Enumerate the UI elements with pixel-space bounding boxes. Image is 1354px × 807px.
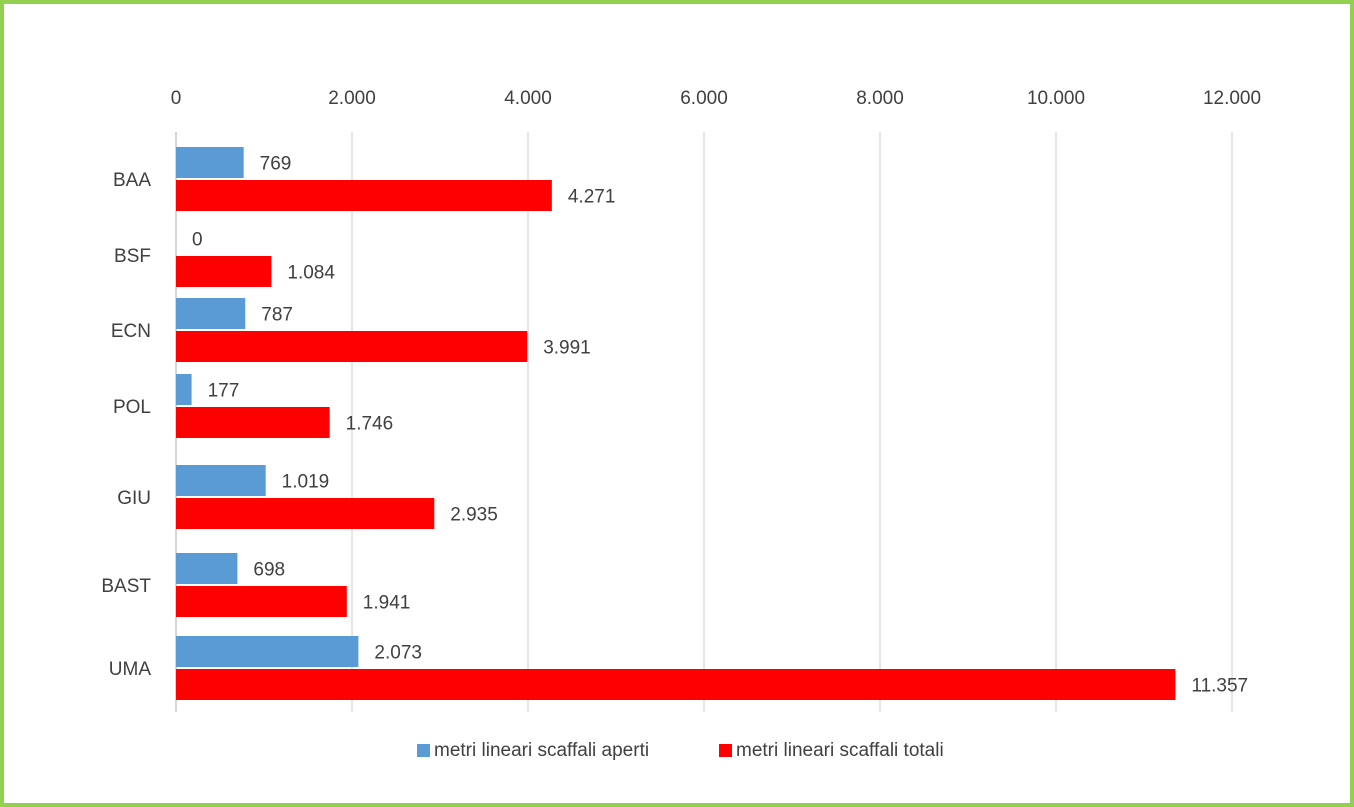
x-axis-ticks: 0 2.000 4.000 6.000 8.000 10.000 12.000 xyxy=(171,88,1261,109)
bar-aperti-baa xyxy=(176,147,244,178)
gridlines xyxy=(175,132,1233,712)
x-tick-label-6: 12.000 xyxy=(1203,88,1261,109)
data-label-aperti-pol: 177 xyxy=(208,381,240,402)
data-label-aperti-baa: 769 xyxy=(260,154,292,175)
bar-totali-bsf xyxy=(176,256,272,287)
legend-swatch-totali xyxy=(719,744,732,757)
data-label-aperti-uma: 2.073 xyxy=(374,643,422,664)
bar-totali-bast xyxy=(176,586,347,617)
bar-aperti-bast xyxy=(176,553,238,584)
bar-aperti-uma xyxy=(176,636,359,667)
x-tick-label-3: 6.000 xyxy=(680,88,728,109)
data-label-totali-bsf: 1.084 xyxy=(287,263,335,284)
bar-aperti-giu xyxy=(176,465,266,496)
category-label-bsf: BSF xyxy=(114,246,151,267)
data-label-totali-baa: 4.271 xyxy=(568,187,616,208)
category-label-giu: GIU xyxy=(117,488,151,509)
data-label-aperti-ecn: 787 xyxy=(261,305,293,326)
bar-aperti-ecn xyxy=(176,298,246,329)
bar-totali-pol xyxy=(176,407,330,438)
bar-totali-baa xyxy=(176,180,552,211)
data-label-totali-uma: 11.357 xyxy=(1191,676,1248,697)
data-label-aperti-giu: 1.019 xyxy=(282,472,330,493)
data-label-totali-bast: 1.941 xyxy=(363,593,411,614)
category-label-uma: UMA xyxy=(109,659,152,680)
legend: metri lineari scaffali aperti metri linea… xyxy=(417,740,944,761)
bars xyxy=(176,147,1176,700)
legend-label-aperti: metri lineari scaffali aperti xyxy=(434,740,649,761)
category-label-bast: BAST xyxy=(101,576,151,597)
legend-label-totali: metri lineari scaffali totali xyxy=(736,740,944,761)
data-label-totali-giu: 2.935 xyxy=(450,505,498,526)
x-tick-label-4: 8.000 xyxy=(856,88,904,109)
data-label-aperti-bsf: 0 xyxy=(192,230,203,251)
bar-totali-uma xyxy=(176,669,1176,700)
category-labels: BAA BSF ECN POL GIU BAST UMA xyxy=(101,170,151,680)
legend-swatch-aperti xyxy=(417,744,430,757)
data-labels: 769 4.271 0 1.084 787 3.991 177 1.746 1.019 2.935… xyxy=(192,154,1248,697)
data-label-totali-pol: 1.746 xyxy=(346,414,394,435)
bar-totali-giu xyxy=(176,498,435,529)
x-tick-label-1: 2.000 xyxy=(328,88,376,109)
x-tick-label-5: 10.000 xyxy=(1027,88,1085,109)
data-label-totali-ecn: 3.991 xyxy=(543,338,591,359)
x-tick-label-0: 0 xyxy=(171,88,182,109)
x-tick-label-2: 4.000 xyxy=(504,88,552,109)
data-label-aperti-bast: 698 xyxy=(253,560,285,581)
bar-totali-ecn xyxy=(176,331,528,362)
category-label-ecn: ECN xyxy=(111,321,151,342)
bar-aperti-pol xyxy=(176,374,192,405)
category-label-pol: POL xyxy=(113,397,151,418)
category-label-baa: BAA xyxy=(113,170,151,191)
